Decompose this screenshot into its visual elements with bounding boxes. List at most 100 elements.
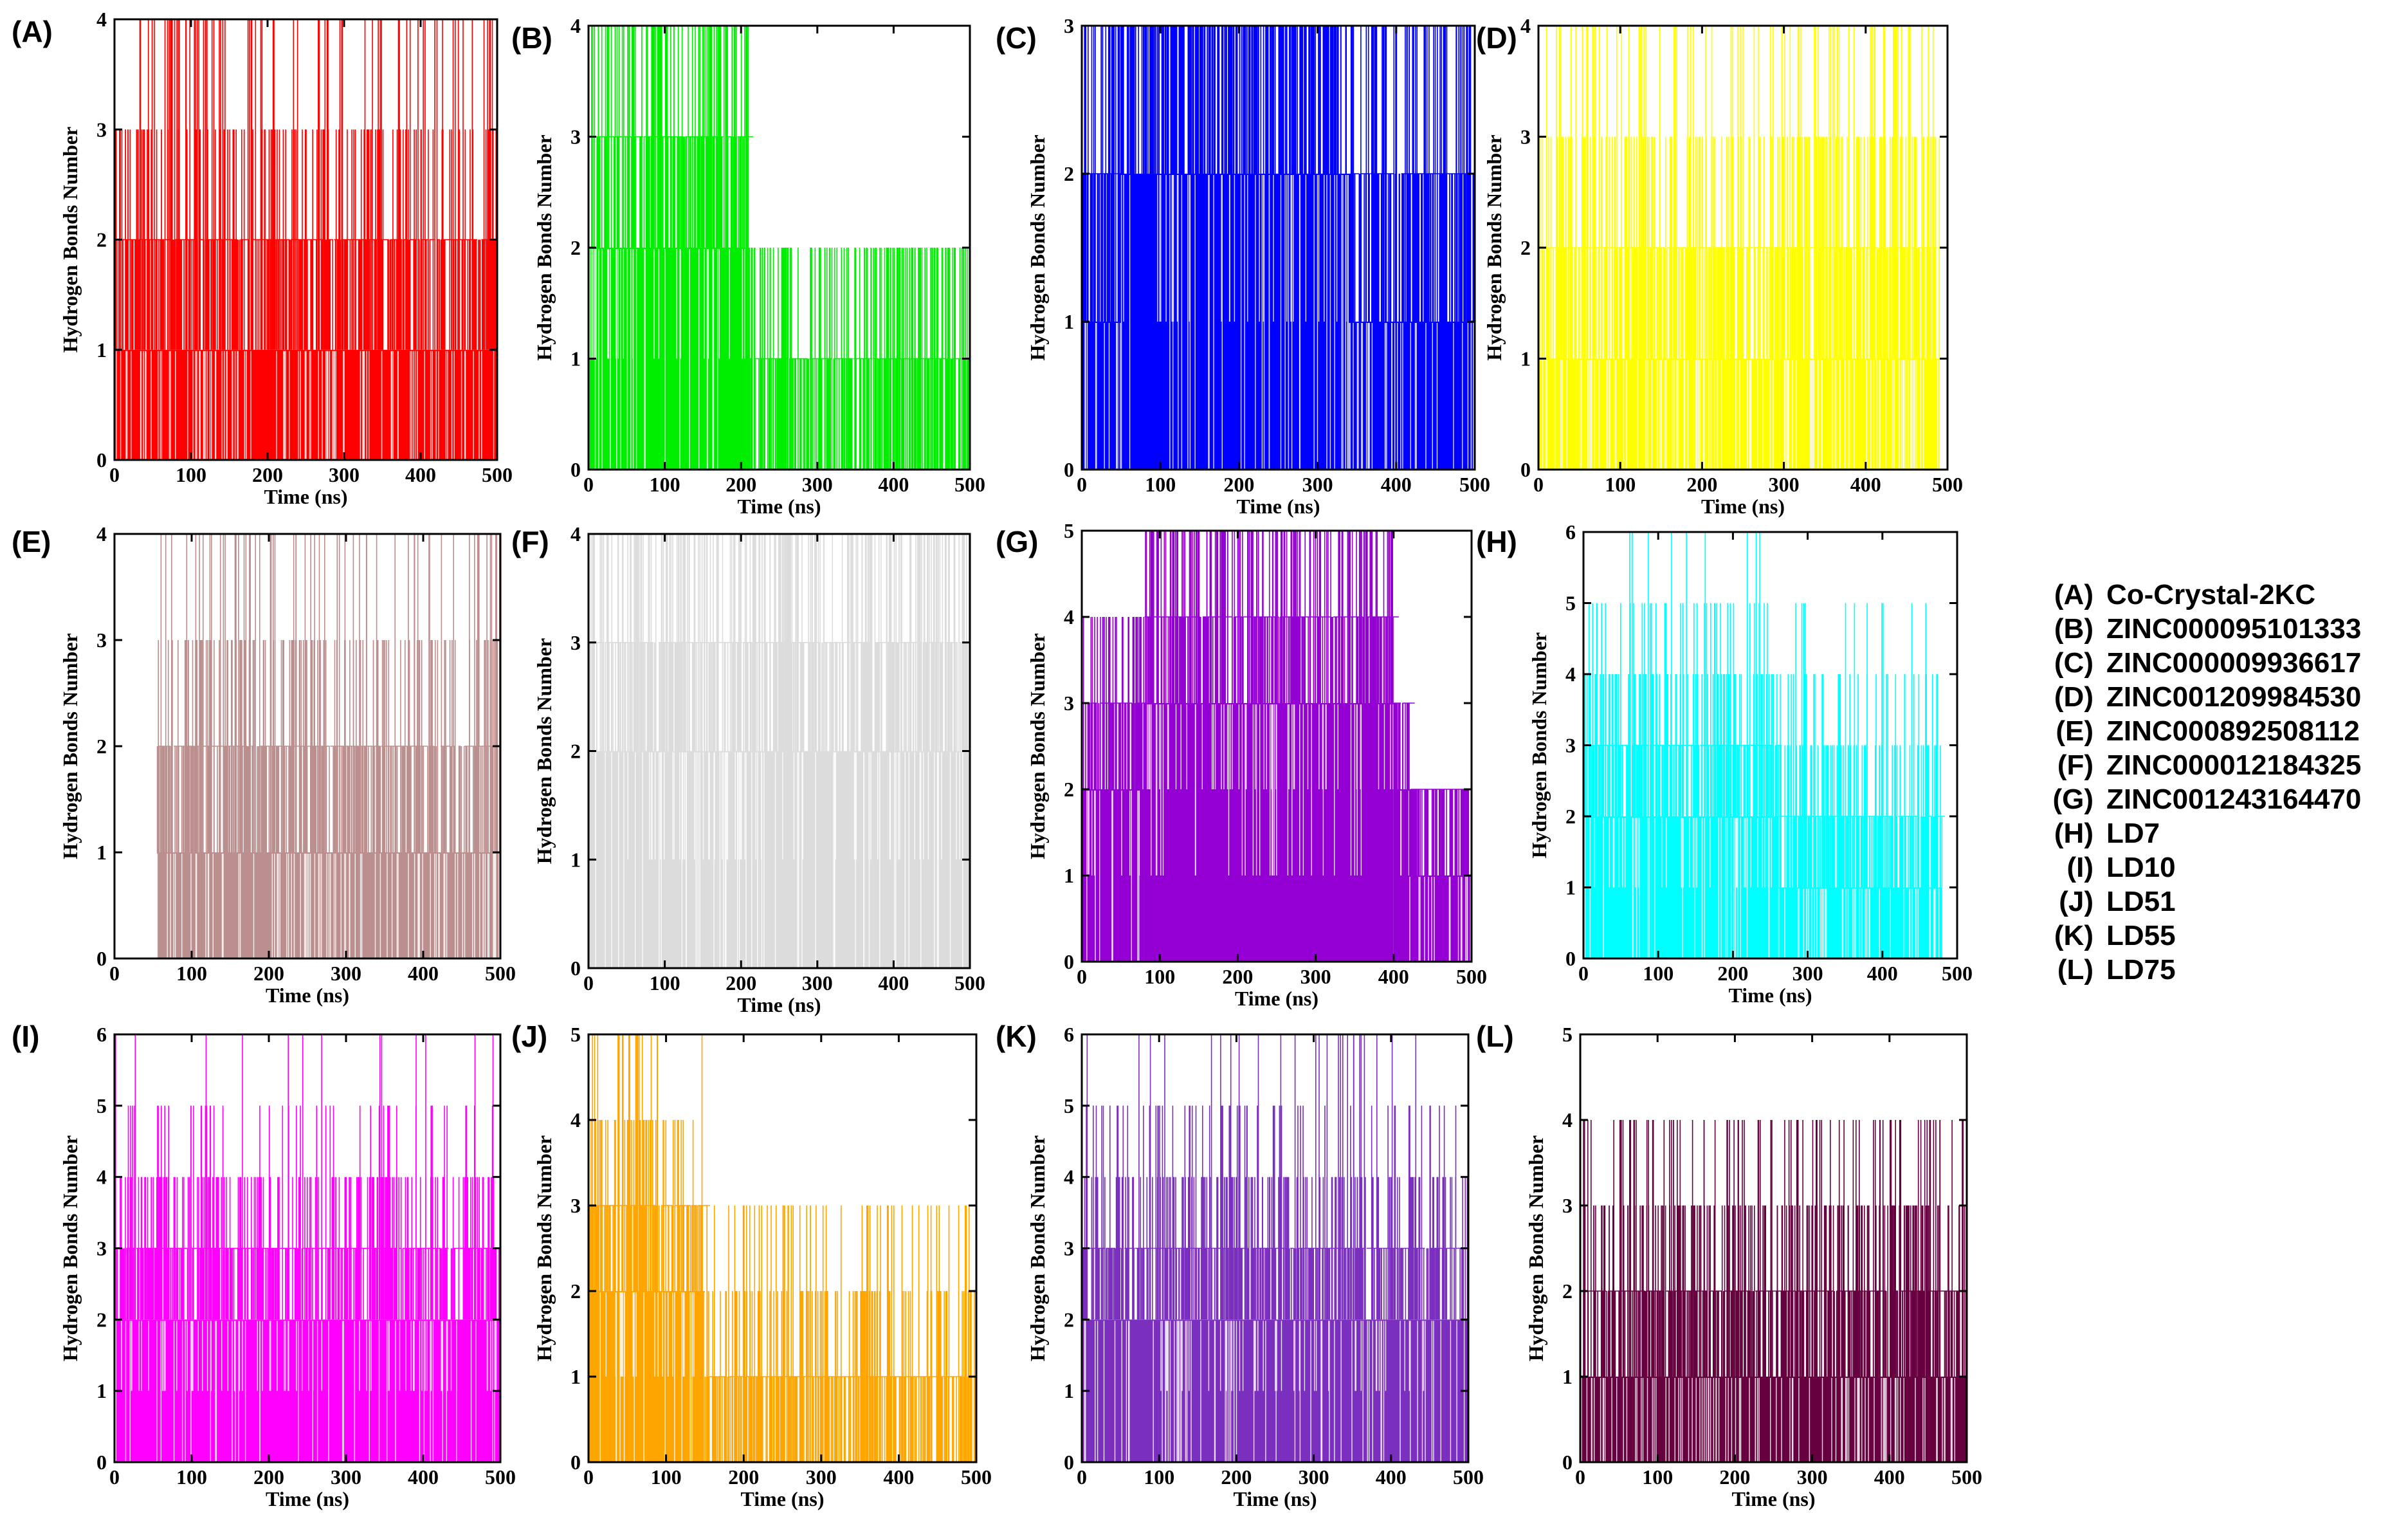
- y-tick-label: 1: [570, 347, 581, 371]
- x-axis-label: Time (ns): [1235, 987, 1318, 1010]
- y-tick-label: 2: [1520, 236, 1531, 259]
- series-spikes: [1538, 26, 1945, 359]
- panel-letter: (H): [1476, 525, 1517, 558]
- x-tick-label: 500: [1932, 473, 1963, 496]
- series-fill: [114, 1319, 500, 1462]
- x-tick-label: 200: [725, 971, 756, 995]
- series-spikes: [588, 534, 970, 751]
- x-tick-label: 300: [806, 1465, 837, 1489]
- chart-panel: (G) 0 100 200 300 400 500 0 1 2 3 4 5 Time (ns) Hydrog…: [996, 519, 1487, 1010]
- y-tick-label: 0: [1064, 1451, 1074, 1474]
- y-tick-label: 2: [570, 1279, 581, 1303]
- x-tick-label: 400: [878, 473, 909, 496]
- y-tick-label: 2: [570, 236, 581, 259]
- y-tick-label: 4: [96, 1166, 107, 1189]
- x-axis-label: Time (ns): [1233, 1487, 1317, 1510]
- y-tick-label: 2: [1562, 1279, 1573, 1303]
- y-tick-label: 3: [1565, 734, 1576, 757]
- x-tick-label: 500: [961, 1465, 992, 1489]
- y-tick-label: 3: [570, 1194, 581, 1217]
- y-tick-label: 5: [1565, 592, 1576, 615]
- series-spikes: [1082, 1034, 1468, 1320]
- legend-name: LD7: [2106, 818, 2160, 849]
- series-group: [114, 19, 497, 460]
- x-tick-label: 200: [1221, 1465, 1252, 1489]
- x-axis-label: Time (ns): [737, 495, 821, 518]
- y-tick-label: 3: [1064, 1237, 1074, 1260]
- legend-key: (K): [2054, 920, 2093, 951]
- series-spikes: [1144, 531, 1399, 703]
- x-tick-label: 200: [253, 1465, 284, 1489]
- panel-letter: (A): [12, 15, 53, 48]
- x-tick-label: 100: [1605, 473, 1636, 496]
- x-tick-label: 100: [176, 463, 206, 486]
- series-gaps: [1349, 323, 1475, 470]
- x-tick-label: 500: [1942, 962, 1973, 985]
- y-tick-label: 1: [1520, 347, 1531, 371]
- legend-entry: (F) ZINC000012184325: [2010, 749, 2396, 784]
- x-tick-label: 100: [1642, 1465, 1673, 1489]
- y-tick-label: 0: [570, 458, 581, 481]
- series-fill: [1121, 174, 1349, 470]
- y-tick-label: 4: [1520, 14, 1531, 37]
- x-tick-label: 0: [1533, 473, 1544, 496]
- x-tick-label: 200: [1686, 473, 1717, 496]
- y-axis-label: Hydrogen Bonds Number: [1026, 134, 1049, 360]
- series-fill: [588, 751, 970, 968]
- y-tick-label: 2: [1565, 805, 1576, 828]
- y-tick-label: 0: [570, 957, 581, 980]
- series-group: [156, 534, 500, 958]
- legend-name: ZINC001209984530: [2106, 681, 2362, 713]
- legend-key: (A): [2054, 579, 2093, 610]
- y-tick-label: 4: [570, 14, 581, 37]
- x-tick-label: 100: [651, 1465, 682, 1489]
- series-gaps: [1084, 323, 1121, 470]
- series-spikes: [1409, 789, 1472, 876]
- panel-letter: (F): [511, 525, 549, 558]
- y-tick-label: 1: [1565, 876, 1576, 899]
- chart-panel: (K) 0 100 200 300 400 500 0 1 2 3 4 5 6 Time (ns) Hydro…: [996, 1020, 1484, 1510]
- x-tick-label: 300: [802, 971, 833, 995]
- legend-entry: (C) ZINC000009936617: [2010, 647, 2396, 681]
- x-tick-label: 200: [1719, 1465, 1750, 1489]
- series-fill: [1144, 703, 1394, 962]
- y-tick-label: 2: [1064, 162, 1074, 185]
- x-tick-label: 500: [482, 463, 513, 486]
- x-axis-label: Time (ns): [266, 1487, 349, 1510]
- x-tick-label: 200: [728, 1465, 759, 1489]
- y-tick-label: 4: [96, 522, 107, 545]
- chart-panel: (L) 0 100 200 300 400 500 0 1 2 3 4 5 Time (ns) Hydrog…: [1476, 1020, 1982, 1510]
- chart-panel: (J) 0 100 200 300 400 500 0 1 2 3 4 5 Time (ns) Hydrog…: [511, 1020, 992, 1510]
- y-tick-label: 3: [96, 1237, 107, 1260]
- x-tick-label: 300: [802, 473, 833, 496]
- series-spikes: [748, 248, 970, 470]
- y-tick-label: 4: [1565, 663, 1576, 686]
- series-group: [1583, 532, 1946, 958]
- y-tick-label: 4: [96, 8, 107, 31]
- x-tick-label: 500: [954, 473, 985, 496]
- legend-entry: (K) LD55: [2010, 920, 2396, 954]
- x-tick-label: 100: [650, 971, 680, 995]
- x-tick-label: 300: [1302, 473, 1333, 496]
- plot-frame: [1081, 24, 1476, 471]
- x-tick-label: 400: [408, 1465, 439, 1489]
- y-tick-label: 0: [1520, 458, 1531, 481]
- x-tick-label: 0: [1077, 1465, 1087, 1489]
- legend-key: (F): [2057, 749, 2093, 781]
- y-axis-label: Hydrogen Bonds Number: [59, 1135, 82, 1361]
- x-tick-label: 300: [1797, 1465, 1828, 1489]
- y-axis-label: Hydrogen Bonds Number: [1026, 1135, 1049, 1361]
- series-group: [588, 1034, 976, 1462]
- series-spikes: [588, 1034, 711, 1291]
- chart-panel: (H) 0 100 200 300 400 500 0 1 2 3 4 5 6 Time (ns) Hydro…: [1476, 520, 1973, 1007]
- y-tick-label: 5: [1064, 1094, 1074, 1117]
- x-tick-label: 400: [1381, 473, 1412, 496]
- x-tick-label: 0: [583, 971, 594, 995]
- x-tick-label: 200: [252, 463, 283, 486]
- panel-letter: (C): [996, 21, 1037, 55]
- plot-frame: [1579, 1033, 1968, 1463]
- y-tick-label: 0: [1064, 458, 1074, 481]
- series-gaps: [1120, 175, 1349, 470]
- legend-name: LD10: [2106, 852, 2176, 883]
- y-tick-label: 4: [570, 522, 581, 545]
